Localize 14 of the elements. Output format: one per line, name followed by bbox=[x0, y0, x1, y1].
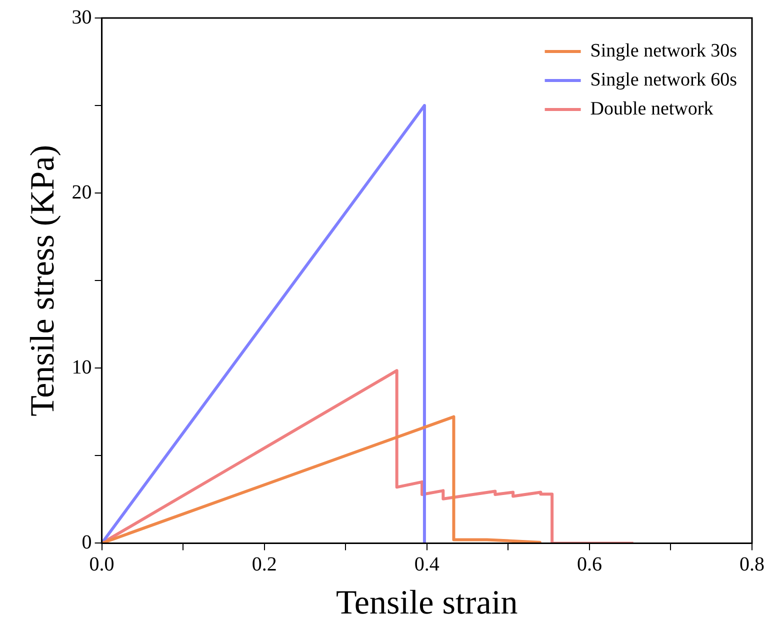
legend-label: Double network bbox=[590, 98, 714, 120]
y-tick-label: 10 bbox=[72, 356, 92, 378]
x-tick-label: 0.6 bbox=[576, 553, 602, 576]
x-tick-label: 0.4 bbox=[414, 553, 440, 576]
x-axis-title: Tensile strain bbox=[336, 584, 518, 622]
legend-label: Single network 30s bbox=[590, 40, 738, 62]
x-tick-label: 0.8 bbox=[740, 553, 764, 576]
y-tick-label: 30 bbox=[72, 6, 92, 28]
legend-label: Single network 60s bbox=[590, 69, 738, 90]
y-axis-title: Tensile stress (KPa) bbox=[24, 144, 62, 416]
y-tick-label: 20 bbox=[72, 181, 92, 204]
y-tick-label: 0 bbox=[82, 531, 92, 554]
x-tick-label: 0.2 bbox=[252, 553, 277, 576]
x-tick-label: 0.0 bbox=[89, 553, 114, 576]
